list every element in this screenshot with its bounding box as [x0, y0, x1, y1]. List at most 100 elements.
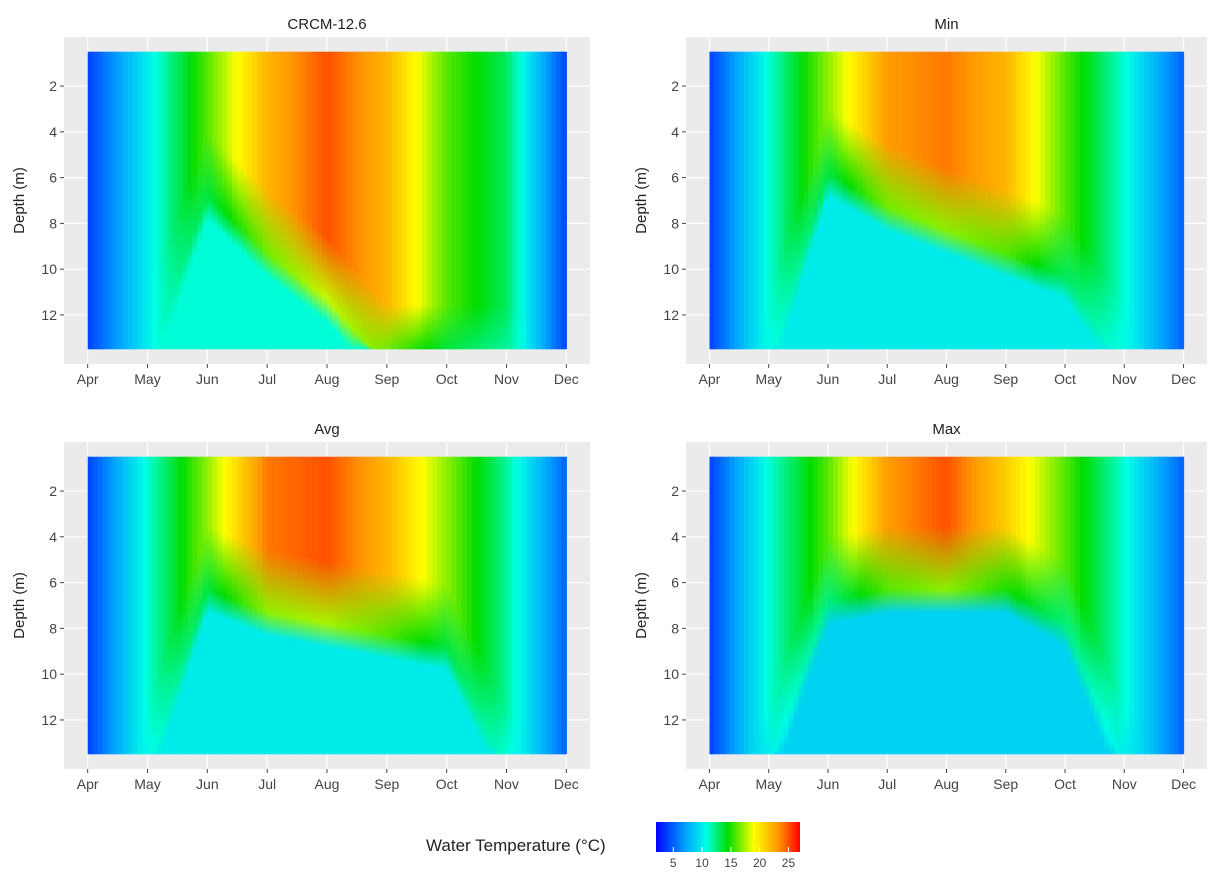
- heat-strip: [1144, 51, 1150, 350]
- heat-strip: [421, 456, 428, 755]
- heat-strip: [847, 51, 854, 350]
- heat-strip: [401, 51, 408, 350]
- heat-strip: [951, 51, 957, 350]
- heat-strip: [1005, 456, 1012, 755]
- heat-strip: [941, 456, 948, 755]
- heat-strip: [147, 51, 154, 350]
- heat-strip: [247, 456, 253, 755]
- heat-strip: [436, 51, 443, 350]
- x-tick-label: Aug: [934, 776, 959, 792]
- heat-strip: [1124, 51, 1130, 350]
- heat-strip: [157, 51, 164, 350]
- x-tick-label: Nov: [494, 371, 519, 387]
- x-tick-label: May: [755, 776, 781, 792]
- heat-strip: [961, 456, 967, 755]
- x-tick-label: Jul: [258, 371, 276, 387]
- heat-strip: [1035, 456, 1041, 755]
- heat-strip: [506, 51, 513, 350]
- heat-strip: [277, 456, 283, 755]
- heat-strip: [312, 51, 318, 350]
- panel-0: CRCM-12.6 Depth (m) 2 4 6 8 10 12 Apr May Jun Jul Au…: [11, 16, 590, 387]
- heat-strip: [897, 456, 903, 755]
- heat-strip: [892, 456, 898, 755]
- heat-strip: [1015, 456, 1022, 755]
- heat-strip: [1025, 456, 1032, 755]
- heat-strip: [162, 456, 169, 755]
- heat-strip: [496, 456, 503, 755]
- heat-strip: [102, 456, 109, 755]
- y-tick-label: 2: [671, 78, 679, 94]
- heat-strip: [976, 456, 982, 755]
- heat-strip: [827, 456, 834, 755]
- heat-strip: [207, 51, 213, 350]
- heat-strip: [798, 456, 804, 755]
- heat-strip: [501, 51, 508, 350]
- heat-strip: [516, 456, 523, 755]
- heat-strip: [1094, 51, 1101, 350]
- heat-strip: [456, 51, 463, 350]
- colorbar-tick-label: 20: [753, 856, 767, 870]
- y-tick-label: 8: [49, 620, 57, 636]
- heat-strip: [287, 456, 293, 755]
- heat-strip: [1094, 456, 1101, 755]
- heat-strip: [227, 456, 233, 755]
- heat-strip: [496, 51, 503, 350]
- heat-strip: [376, 51, 383, 350]
- heat-strip: [729, 51, 735, 350]
- heat-strip: [341, 51, 348, 350]
- heat-strip: [396, 51, 403, 350]
- heat-strip: [232, 51, 238, 350]
- y-tick-label: 10: [41, 666, 57, 682]
- heat-strip: [406, 51, 413, 350]
- heat-strip: [837, 456, 844, 755]
- heat-strip: [951, 456, 957, 755]
- y-tick-label: 6: [671, 575, 679, 591]
- heat-strip: [773, 456, 780, 755]
- heat-strip: [456, 456, 463, 755]
- heat-strip: [1069, 51, 1076, 350]
- heat-strip: [531, 456, 538, 755]
- heat-strip: [366, 456, 373, 755]
- y-tick-label: 2: [671, 483, 679, 499]
- heat-strip: [272, 456, 278, 755]
- heat-strip: [832, 456, 839, 755]
- heat-strip: [778, 51, 785, 350]
- colorbar-tick-label: 25: [782, 856, 796, 870]
- heat-strip: [729, 456, 735, 755]
- heat-strip: [1050, 51, 1056, 350]
- heat-strip: [526, 51, 533, 350]
- heat-strip: [1134, 456, 1140, 755]
- heat-strip: [227, 51, 233, 350]
- heat-strip: [1129, 456, 1135, 755]
- heat-strip: [1040, 456, 1046, 755]
- heat-strip: [192, 456, 198, 755]
- heat-strip: [391, 456, 398, 755]
- heat-strip: [921, 51, 928, 350]
- heat-strip: [451, 51, 458, 350]
- heat-strip: [926, 51, 933, 350]
- x-tick-label: Dec: [554, 371, 579, 387]
- heat-strip: [763, 51, 770, 350]
- heat-strip: [436, 456, 443, 755]
- heat-strip: [1099, 51, 1106, 350]
- panel-3: Max Depth (m) 2 4 6 8 10 12 Apr May Jun Jul Aug Sep Oc…: [633, 421, 1207, 792]
- x-tick-label: Oct: [436, 776, 458, 792]
- heat-strip: [167, 456, 174, 755]
- heat-strip: [466, 51, 473, 350]
- heat-strip: [906, 456, 913, 755]
- heat-strip: [1079, 456, 1086, 755]
- heat-strip: [956, 456, 962, 755]
- y-tick-label: 12: [663, 712, 679, 728]
- heat-strip: [837, 51, 844, 350]
- heat-strip: [112, 51, 119, 350]
- heat-strip: [511, 456, 518, 755]
- y-axis-label: Depth (m): [633, 167, 650, 234]
- heat-strip: [461, 51, 468, 350]
- heat-strip: [867, 51, 874, 350]
- heat-strip: [946, 456, 953, 755]
- heat-strip: [551, 456, 557, 755]
- heat-strip: [117, 51, 124, 350]
- panel-title: Avg: [314, 421, 340, 438]
- heat-strip: [832, 51, 839, 350]
